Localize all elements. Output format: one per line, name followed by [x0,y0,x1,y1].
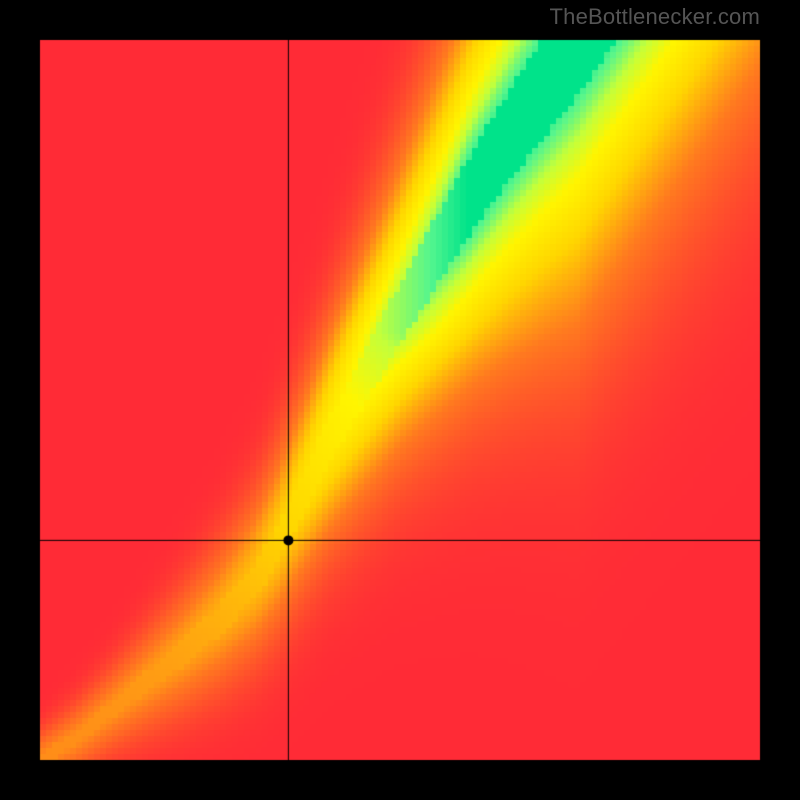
chart-container: TheBottlenecker.com [0,0,800,800]
heatmap-canvas [0,0,800,800]
watermark-text: TheBottlenecker.com [550,4,760,30]
